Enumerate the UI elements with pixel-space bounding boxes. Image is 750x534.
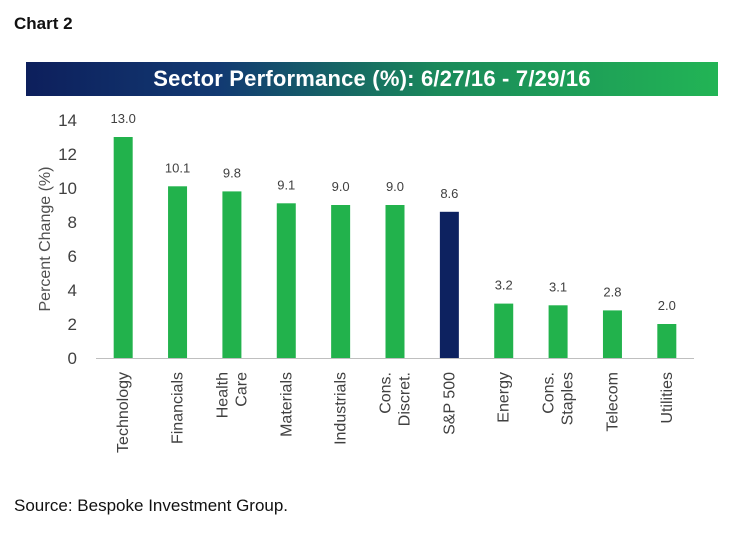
data-label: 9.0 xyxy=(386,179,404,194)
x-tick-label: Financials xyxy=(170,372,187,444)
data-label: 13.0 xyxy=(111,111,136,126)
bar xyxy=(548,305,568,358)
bar xyxy=(168,186,188,358)
bar xyxy=(276,203,296,358)
source-note: Source: Bespoke Investment Group. xyxy=(14,496,289,515)
y-tick-label: 14 xyxy=(58,111,77,130)
bar xyxy=(113,137,133,358)
title-banner: Sector Performance (%): 6/27/16 - 7/29/1… xyxy=(26,62,718,96)
data-label: 9.8 xyxy=(223,165,241,180)
data-label: 9.1 xyxy=(277,177,295,192)
y-tick-label: 0 xyxy=(68,349,77,368)
data-label: 3.2 xyxy=(495,278,513,293)
data-label: 2.8 xyxy=(603,284,621,299)
y-axis-label: Percent Change (%) xyxy=(37,167,54,312)
bar xyxy=(331,205,351,358)
x-tick-label: Discret. xyxy=(397,372,414,426)
x-tick-label: Health xyxy=(214,372,231,418)
x-tick-label: Industrials xyxy=(333,372,350,445)
x-tick-label: Cons. xyxy=(541,372,558,414)
data-label: 3.1 xyxy=(549,279,567,294)
x-tick-label: Care xyxy=(233,372,250,407)
y-tick-label: 2 xyxy=(68,315,77,334)
bar xyxy=(439,211,459,358)
bar xyxy=(222,191,242,358)
y-tick-label: 4 xyxy=(68,281,77,300)
x-tick-label: Utilities xyxy=(659,372,676,424)
x-tick-label: Telecom xyxy=(604,372,621,432)
x-tick-label: Staples xyxy=(560,372,577,425)
x-tick-label: Materials xyxy=(278,372,295,437)
bar xyxy=(657,324,677,358)
data-label: 9.0 xyxy=(332,179,350,194)
x-tick-label: Technology xyxy=(115,372,132,453)
x-tick-label: Energy xyxy=(496,372,513,423)
y-tick-label: 12 xyxy=(58,145,77,164)
chart-title: Sector Performance (%): 6/27/16 - 7/29/1… xyxy=(153,66,591,91)
y-tick-label: 6 xyxy=(68,247,77,266)
data-label: 10.1 xyxy=(165,160,190,175)
data-label: 8.6 xyxy=(440,186,458,201)
bar xyxy=(602,310,622,358)
y-tick-label: 10 xyxy=(58,179,77,198)
chart-label: Chart 2 xyxy=(14,14,73,33)
bar xyxy=(494,303,514,358)
x-tick-label: S&P 500 xyxy=(441,372,458,435)
y-tick-label: 8 xyxy=(68,213,77,232)
bar xyxy=(385,205,405,358)
data-label: 2.0 xyxy=(658,298,676,313)
x-tick-label: Cons. xyxy=(378,372,395,414)
